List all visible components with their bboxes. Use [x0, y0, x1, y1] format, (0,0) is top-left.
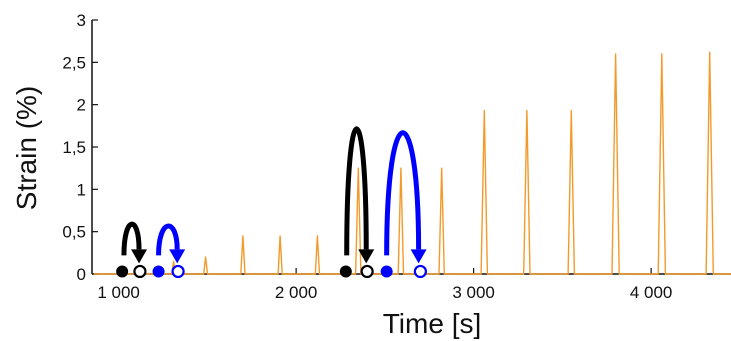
start-marker [380, 265, 393, 278]
y-tick-label: 1,5 [62, 138, 86, 157]
end-marker [360, 264, 374, 279]
y-tick-label: 2 [77, 96, 86, 115]
transfer-arrow [156, 223, 180, 256]
strain-line [93, 51, 731, 275]
arrow-head [410, 249, 427, 264]
annotation-arrows [121, 126, 427, 264]
y-tick-label: 0 [77, 265, 86, 284]
x-tick-label: 2 000 [275, 283, 318, 302]
y-tick-label: 0,5 [62, 223, 86, 242]
start-marker [116, 265, 129, 278]
y-tick-label: 1 [77, 180, 86, 199]
arrow-head [358, 249, 375, 264]
start-marker [339, 265, 352, 278]
end-marker [133, 264, 147, 279]
x-tick-label: 4 000 [630, 283, 673, 302]
y-axis-ticks: 0 0,5 1 1,5 2 2,5 3 [62, 11, 98, 284]
transfer-arrow [384, 130, 422, 256]
y-tick-label: 3 [77, 11, 86, 30]
x-axis-title: Time [s] [383, 308, 482, 339]
y-axis-title: Strain (%) [11, 86, 42, 210]
start-marker [152, 265, 165, 278]
x-tick-label: 3 000 [452, 283, 495, 302]
strain-series [93, 51, 731, 275]
arrow-head [169, 249, 186, 264]
annotation-markers [116, 264, 427, 279]
end-marker [171, 264, 185, 279]
transfer-arrow [344, 126, 369, 256]
arrow-head [131, 249, 148, 264]
x-tick-label: 1 000 [97, 283, 140, 302]
x-axis-ticks: 1 000 2 000 3 000 4 000 [97, 268, 672, 302]
end-marker [413, 264, 427, 279]
y-tick-label: 2,5 [62, 53, 86, 72]
transfer-arrow [121, 221, 142, 256]
